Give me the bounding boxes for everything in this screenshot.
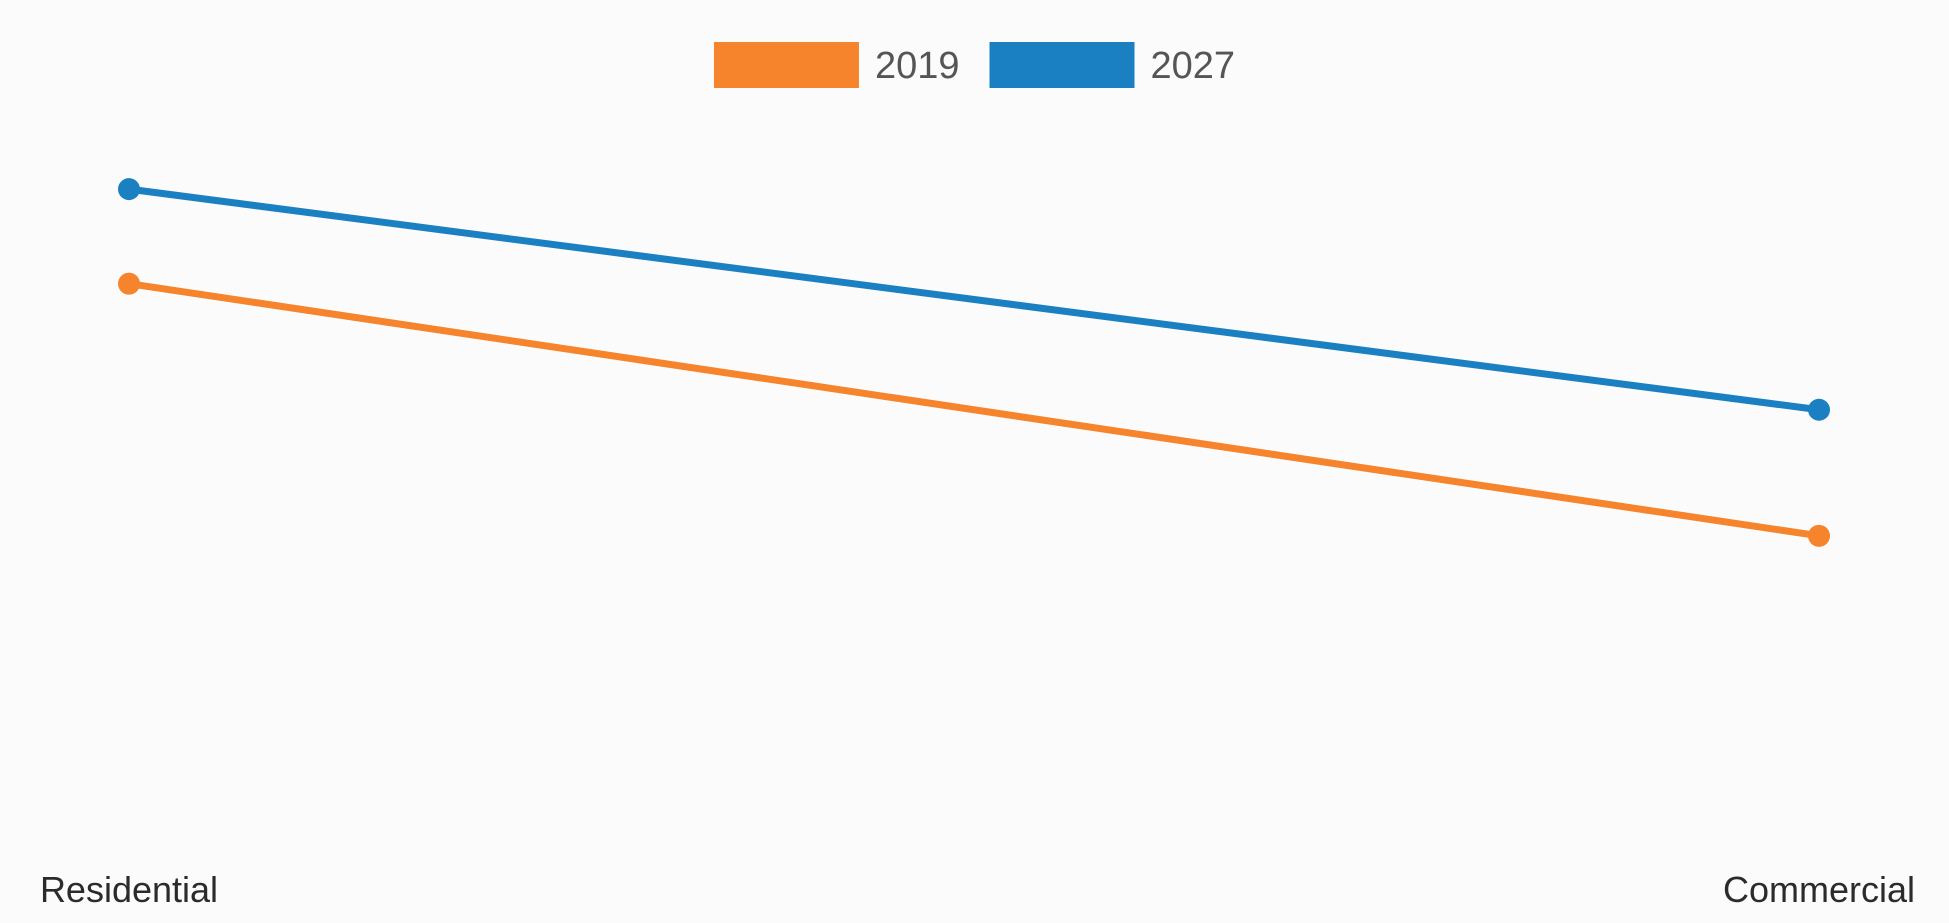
x-axis-tick-labels: Residential Commercial [40, 869, 1915, 910]
series-line-2027 [125, 185, 1823, 414]
legend-item-2027: 2027 [989, 42, 1236, 88]
legend-label-2027: 2027 [1151, 45, 1236, 87]
series-points [118, 178, 1830, 547]
legend-item-2019: 2019 [713, 42, 960, 88]
data-point-2027-residential [118, 178, 140, 201]
data-point-2027-commercial [1808, 398, 1830, 421]
legend-swatch-2019 [713, 42, 859, 88]
x-tick-label-commercial: Commercial [1723, 869, 1915, 910]
data-point-2019-commercial [1808, 524, 1830, 547]
data-point-2019-residential [118, 272, 140, 295]
legend: 2019 2027 [713, 42, 1236, 88]
legend-label-2019: 2019 [875, 45, 960, 87]
legend-swatch-2027 [989, 42, 1135, 88]
series-line-2019 [125, 280, 1823, 540]
x-tick-label-residential: Residential [40, 869, 218, 910]
series-lines [125, 185, 1823, 540]
